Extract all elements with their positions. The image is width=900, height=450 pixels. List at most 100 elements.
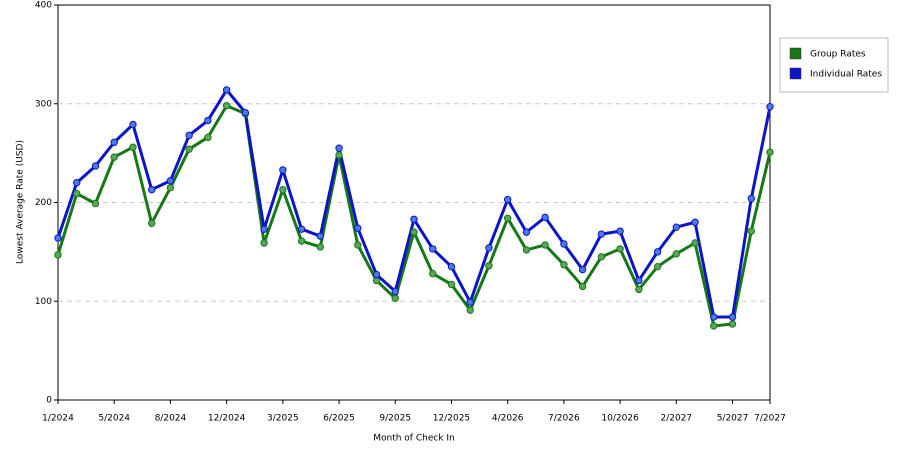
data-point: [73, 179, 81, 187]
data-point: [91, 162, 100, 170]
data-point: [147, 219, 156, 227]
data-point: [447, 280, 456, 289]
legend-swatch: [789, 47, 802, 60]
x-tick-label: 10/2026: [601, 414, 639, 424]
data-point: [691, 239, 699, 247]
y-axis-label: Lowest Average Rate (USD): [16, 140, 26, 264]
data-point: [691, 218, 699, 226]
data-point: [316, 243, 325, 251]
data-point: [410, 215, 418, 223]
data-point: [166, 177, 175, 185]
x-tick-label: 1/2024: [42, 414, 74, 424]
data-point: [653, 262, 662, 271]
data-point: [129, 143, 137, 151]
data-point: [560, 261, 568, 269]
x-tick-label: 7/2027: [754, 414, 786, 424]
data-point: [747, 194, 755, 203]
data-point: [222, 102, 231, 110]
data-point: [335, 151, 343, 159]
data-point: [485, 262, 493, 270]
x-tick-label: 4/2026: [492, 414, 524, 424]
series-line: [56, 88, 772, 319]
x-tick-label: 9/2025: [379, 414, 411, 424]
x-tick-label: 7/2026: [548, 414, 580, 424]
y-tick-label: 100: [35, 297, 52, 307]
data-point: [728, 320, 737, 328]
y-tick-label: 300: [35, 99, 52, 109]
y-tick-label: 0: [46, 396, 52, 406]
data-point: [91, 199, 100, 208]
data-point: [204, 133, 212, 142]
data-point: [260, 239, 268, 247]
data-point: [578, 265, 587, 274]
data-point: [522, 246, 531, 254]
x-tick-label: 12/2024: [208, 414, 246, 424]
x-tick-label: 2/2027: [660, 414, 692, 424]
data-point: [297, 237, 306, 245]
data-point: [279, 185, 287, 194]
legend-box: [779, 37, 889, 93]
data-point: [241, 108, 250, 117]
data-point: [522, 228, 531, 236]
x-tick-label: 12/2025: [433, 414, 470, 424]
data-point: [372, 270, 381, 279]
data-point: [279, 166, 287, 174]
data-point: [391, 287, 399, 296]
data-point: [747, 227, 755, 235]
x-tick-label: 3/2025: [267, 414, 299, 424]
data-point: [635, 276, 643, 285]
data-point: [672, 223, 681, 231]
data-point: [354, 224, 362, 232]
data-point: [222, 86, 231, 94]
data-point: [616, 245, 624, 253]
data-point: [354, 241, 362, 249]
data-point: [429, 245, 437, 253]
data-point: [204, 116, 212, 125]
data-point: [129, 120, 137, 129]
data-point: [653, 248, 662, 256]
data-point: [560, 240, 568, 248]
x-tick-label: 5/2027: [717, 414, 749, 424]
legend-swatch: [789, 67, 802, 80]
y-tick-label: 200: [35, 198, 52, 208]
data-point: [541, 241, 549, 249]
data-point: [185, 131, 193, 140]
data-point: [447, 262, 456, 271]
data-point: [410, 228, 418, 236]
data-point: [166, 183, 175, 192]
data-point: [616, 227, 624, 235]
data-point: [597, 230, 606, 238]
x-tick-label: 8/2024: [155, 414, 187, 424]
data-point: [466, 298, 474, 306]
data-point: [578, 282, 587, 291]
data-point: [260, 225, 268, 233]
data-point: [466, 306, 474, 314]
data-point: [635, 285, 643, 294]
legend-label: Group Rates: [810, 50, 866, 60]
data-point: [297, 225, 306, 233]
data-point: [728, 313, 737, 321]
data-point: [503, 195, 512, 204]
data-point: [503, 214, 512, 223]
data-point: [485, 244, 493, 252]
data-point: [541, 213, 549, 222]
data-point: [597, 253, 606, 261]
data-point: [73, 189, 81, 198]
legend-label: Individual Rates: [810, 70, 882, 80]
x-axis-label: Month of Check In: [373, 434, 455, 444]
data-point: [335, 144, 343, 152]
data-point: [110, 153, 118, 161]
y-tick-label: 400: [35, 1, 52, 11]
data-point: [766, 148, 774, 156]
data-point: [710, 322, 718, 330]
data-point: [766, 103, 774, 111]
data-point: [185, 145, 193, 153]
x-tick-label: 5/2024: [98, 414, 130, 424]
x-tick-label: 6/2025: [323, 414, 355, 424]
data-point: [316, 232, 325, 240]
data-point: [429, 269, 437, 278]
data-point: [391, 294, 399, 302]
data-point: [54, 234, 62, 242]
